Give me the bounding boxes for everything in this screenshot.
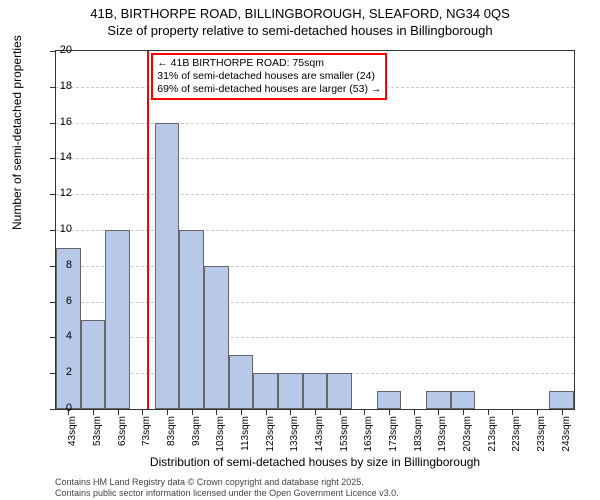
histogram-bar (451, 391, 476, 409)
x-tick-label: 243sqm (561, 416, 572, 456)
x-tick-mark (438, 409, 439, 415)
grid-line (56, 337, 574, 338)
grid-line (56, 302, 574, 303)
footer: Contains HM Land Registry data © Crown c… (55, 477, 399, 498)
x-tick-mark (537, 409, 538, 415)
x-tick-label: 83sqm (166, 416, 177, 456)
y-tick-label: 14 (48, 151, 72, 163)
grid-line (56, 230, 574, 231)
x-tick-label: 183sqm (413, 416, 424, 456)
histogram-bar (426, 391, 451, 409)
y-tick-label: 0 (48, 402, 72, 414)
histogram-bar (155, 123, 180, 409)
chart-container: 41B, BIRTHORPE ROAD, BILLINGBOROUGH, SLE… (0, 0, 600, 500)
x-tick-mark (340, 409, 341, 415)
y-tick-label: 2 (48, 366, 72, 378)
plot-area: ← 41B BIRTHORPE ROAD: 75sqm31% of semi-d… (55, 50, 575, 410)
title-line1: 41B, BIRTHORPE ROAD, BILLINGBOROUGH, SLE… (0, 6, 600, 23)
x-tick-label: 133sqm (289, 416, 300, 456)
x-tick-mark (290, 409, 291, 415)
y-tick-label: 4 (48, 330, 72, 342)
x-tick-mark (389, 409, 390, 415)
x-tick-label: 93sqm (191, 416, 202, 456)
x-tick-mark (266, 409, 267, 415)
title-line2: Size of property relative to semi-detach… (0, 23, 600, 40)
x-tick-label: 53sqm (92, 416, 103, 456)
y-tick-label: 6 (48, 295, 72, 307)
x-tick-mark (414, 409, 415, 415)
x-tick-mark (241, 409, 242, 415)
reference-line (147, 51, 149, 409)
histogram-bar (377, 391, 402, 409)
grid-line (56, 158, 574, 159)
histogram-bar (327, 373, 352, 409)
x-tick-mark (512, 409, 513, 415)
x-tick-label: 113sqm (240, 416, 251, 456)
x-tick-mark (93, 409, 94, 415)
y-tick-label: 8 (48, 259, 72, 271)
x-axis-label: Distribution of semi-detached houses by … (55, 455, 575, 469)
x-tick-label: 153sqm (339, 416, 350, 456)
histogram-bar (204, 266, 229, 409)
histogram-bar (549, 391, 574, 409)
histogram-bar (303, 373, 328, 409)
x-tick-mark (364, 409, 365, 415)
annotation-box: ← 41B BIRTHORPE ROAD: 75sqm31% of semi-d… (151, 53, 387, 100)
annotation-line: ← 41B BIRTHORPE ROAD: 75sqm (157, 57, 381, 70)
x-tick-mark (315, 409, 316, 415)
histogram-bar (56, 248, 81, 409)
x-tick-label: 43sqm (67, 416, 78, 456)
footer-line1: Contains HM Land Registry data © Crown c… (55, 477, 399, 487)
histogram-bar (278, 373, 303, 409)
x-tick-mark (488, 409, 489, 415)
x-tick-mark (216, 409, 217, 415)
x-tick-mark (463, 409, 464, 415)
x-tick-label: 203sqm (462, 416, 473, 456)
x-tick-mark (118, 409, 119, 415)
x-tick-label: 173sqm (388, 416, 399, 456)
x-tick-label: 193sqm (437, 416, 448, 456)
histogram-bar (253, 373, 278, 409)
histogram-bar (105, 230, 130, 409)
x-tick-mark (562, 409, 563, 415)
y-tick-label: 12 (48, 187, 72, 199)
histogram-bar (229, 355, 254, 409)
grid-line (56, 266, 574, 267)
y-tick-label: 18 (48, 80, 72, 92)
x-tick-label: 163sqm (363, 416, 374, 456)
y-tick-label: 20 (48, 44, 72, 56)
x-tick-label: 233sqm (536, 416, 547, 456)
x-tick-label: 123sqm (265, 416, 276, 456)
x-tick-label: 103sqm (215, 416, 226, 456)
x-tick-label: 223sqm (511, 416, 522, 456)
histogram-bar (81, 320, 106, 410)
x-tick-mark (192, 409, 193, 415)
title-block: 41B, BIRTHORPE ROAD, BILLINGBOROUGH, SLE… (0, 0, 600, 40)
footer-line2: Contains public sector information licen… (55, 488, 399, 498)
x-tick-label: 73sqm (141, 416, 152, 456)
x-tick-mark (167, 409, 168, 415)
x-tick-mark (142, 409, 143, 415)
annotation-line: 31% of semi-detached houses are smaller … (157, 70, 381, 83)
annotation-line: 69% of semi-detached houses are larger (… (157, 83, 381, 96)
y-axis-label: Number of semi-detached properties (10, 35, 24, 230)
x-tick-label: 143sqm (314, 416, 325, 456)
y-tick-label: 10 (48, 223, 72, 235)
x-tick-label: 63sqm (117, 416, 128, 456)
y-tick-label: 16 (48, 116, 72, 128)
histogram-bar (179, 230, 204, 409)
grid-line (56, 194, 574, 195)
x-tick-label: 213sqm (487, 416, 498, 456)
grid-line (56, 123, 574, 124)
